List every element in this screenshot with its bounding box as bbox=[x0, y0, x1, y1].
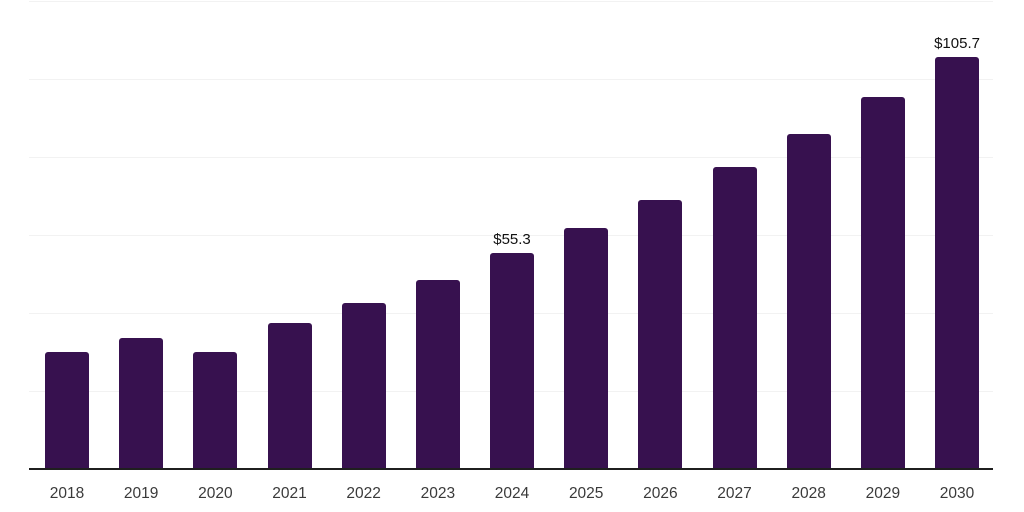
bar-2028 bbox=[786, 133, 831, 469]
x-tick-2028: 2028 bbox=[791, 485, 826, 502]
x-tick-2022: 2022 bbox=[346, 485, 381, 502]
bar-2030 bbox=[935, 56, 980, 469]
gridline-80 bbox=[29, 157, 993, 158]
bar-2024 bbox=[490, 253, 535, 469]
bar-2026 bbox=[638, 199, 683, 469]
bar-2027 bbox=[712, 166, 757, 469]
x-tick-2023: 2023 bbox=[420, 485, 456, 502]
x-tick-2026: 2026 bbox=[643, 485, 678, 502]
bar-2029 bbox=[860, 96, 905, 469]
x-tick-2024: 2024 bbox=[494, 485, 530, 502]
bar-2019 bbox=[119, 338, 164, 469]
x-tick-2018: 2018 bbox=[49, 485, 85, 502]
gridline-120 bbox=[29, 1, 993, 2]
value-label-2024: $55.3 bbox=[493, 231, 531, 249]
x-tick-2029: 2029 bbox=[865, 485, 901, 502]
bar-2020 bbox=[193, 351, 238, 469]
x-tick-2027: 2027 bbox=[717, 485, 752, 502]
plot-area: $55.3 $105.7 bbox=[29, 1, 993, 470]
bar-2022 bbox=[341, 302, 386, 469]
x-tick-2025: 2025 bbox=[568, 485, 604, 502]
x-tick-2020: 2020 bbox=[198, 485, 233, 502]
value-label-2030: $105.7 bbox=[934, 34, 980, 52]
gridline-100 bbox=[29, 79, 993, 80]
x-tick-2019: 2019 bbox=[123, 485, 159, 502]
bar-2021 bbox=[267, 322, 312, 469]
bar-2018 bbox=[45, 352, 89, 469]
x-tick-2030: 2030 bbox=[939, 485, 975, 502]
bar-2023 bbox=[415, 279, 460, 469]
gridline-60 bbox=[29, 235, 993, 236]
bar-2025 bbox=[564, 227, 609, 469]
x-axis-line bbox=[29, 468, 993, 470]
x-tick-2021: 2021 bbox=[272, 485, 307, 502]
